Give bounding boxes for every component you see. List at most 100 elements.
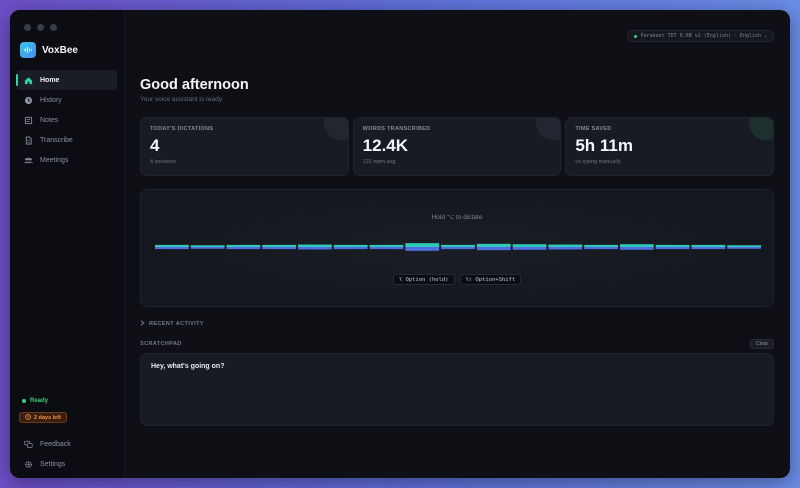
sidebar-bottom-nav: Feedback Settings	[16, 434, 117, 474]
status-text: Ready	[30, 398, 49, 404]
shortcut-toggle-key: ⌥⇧ Option+Shift	[459, 274, 522, 285]
feedback-icon	[24, 440, 33, 449]
wave-segment-top	[691, 244, 726, 247]
wave-segment-top	[298, 244, 332, 247]
wave-segment-bottom	[298, 247, 332, 250]
wave-segment-top	[548, 244, 583, 247]
wave-segment-bottom	[226, 247, 261, 250]
app-name: VoxBee	[42, 44, 78, 56]
model-selector[interactable]: Parakeet TDT 0.6B v2 (English) · English…	[626, 30, 774, 42]
sidebar-item-history[interactable]: History	[16, 90, 117, 110]
stat-card-time-saved: TIME SAVED 5h 11m vs typing manually	[565, 117, 775, 176]
trial-badge[interactable]: 2 days left	[19, 412, 67, 423]
clock-icon	[25, 413, 31, 422]
wave-segment-top	[369, 244, 404, 247]
sidebar-item-label: Settings	[40, 460, 66, 468]
close-window-button[interactable]	[24, 24, 31, 31]
stat-sub: 4 sessions	[150, 159, 176, 165]
wave-segment-top	[441, 244, 475, 247]
page-subtitle: Your voice assistant is ready	[140, 96, 223, 103]
wave-segment-bottom	[333, 247, 368, 250]
wave-segment-bottom	[655, 247, 690, 250]
wave-segment-bottom	[441, 247, 475, 250]
notes-icon	[24, 116, 33, 125]
recent-activity-toggle[interactable]: RECENT ACTIVITY	[140, 320, 204, 328]
stat-label: WORDS TRANSCRIBED	[362, 126, 431, 132]
people-icon	[24, 156, 33, 165]
wave-segment-top	[262, 244, 297, 247]
sidebar-item-label: Transcribe	[40, 136, 73, 144]
scratchpad-label: SCRATCHPAD	[140, 341, 182, 347]
wave-segment-top	[619, 244, 654, 247]
stat-card-dictations: TODAY'S DICTATIONS 4 4 sessions	[140, 117, 349, 176]
zoom-window-button[interactable]	[50, 24, 57, 31]
wave-segment-top	[655, 244, 690, 247]
sidebar-item-label: Feedback	[40, 440, 71, 448]
wave-segment-top	[155, 244, 189, 247]
wave-segment-top	[727, 245, 761, 247]
sidebar-item-meetings[interactable]: Meetings	[16, 150, 117, 170]
stat-value: 5h 11m	[575, 136, 633, 155]
wave-segment-bottom	[727, 247, 761, 249]
sidebar-item-feedback[interactable]: Feedback	[16, 434, 117, 454]
wave-segment-bottom	[476, 247, 511, 251]
trial-text: 2 days left	[34, 414, 61, 421]
wave-segment-bottom	[155, 247, 189, 250]
sidebar-nav: Home History Notes Transcribe	[16, 70, 117, 170]
wave-segment-top	[512, 244, 547, 247]
status-dot-icon	[22, 399, 26, 403]
wave-segment-bottom	[691, 247, 726, 250]
sidebar-item-label: Notes	[40, 116, 59, 124]
wave-segment-bottom	[619, 247, 654, 250]
chevron-right-icon	[140, 320, 145, 328]
wave-segment-top	[333, 244, 368, 247]
stat-card-words: WORDS TRANSCRIBED 12.4K 131 wpm avg	[352, 117, 562, 176]
wave-segment-bottom	[369, 247, 404, 250]
dictation-panel[interactable]: Hold ⌥ to dictate ⌥ Option (hold) ⌥⇧ Opt…	[140, 189, 774, 307]
wave-segment-top	[584, 244, 618, 247]
window-controls	[24, 24, 57, 31]
stat-value: 4	[150, 136, 160, 155]
document-icon	[24, 135, 33, 145]
gear-icon	[24, 460, 33, 469]
model-selector-label: Parakeet TDT 0.6B v2 (English) · English…	[640, 33, 767, 39]
app-window: VoxBee Home History Notes	[10, 10, 790, 478]
dictation-hint: Hold ⌥ to dictate	[431, 214, 483, 221]
recent-activity-label: RECENT ACTIVITY	[149, 321, 204, 327]
sidebar-item-transcribe[interactable]: Transcribe	[16, 130, 117, 150]
stat-label: TODAY'S DICTATIONS	[150, 126, 214, 132]
stat-sub: vs typing manually	[575, 159, 621, 165]
wave-segment-bottom	[190, 247, 225, 249]
main-content: Parakeet TDT 0.6B v2 (English) · English…	[126, 10, 790, 478]
wave-segment-top	[476, 243, 511, 247]
sidebar: VoxBee Home History Notes	[10, 10, 125, 478]
scratchpad-textarea[interactable]: Hey, what's going on?	[140, 353, 774, 426]
stat-sub: 131 wpm avg	[362, 159, 396, 165]
model-status-dot-icon	[633, 34, 637, 38]
sidebar-item-home[interactable]: Home	[16, 70, 117, 90]
shortcut-hold-key: ⌥ Option (hold)	[392, 274, 455, 285]
wave-segment-bottom	[262, 247, 297, 250]
sidebar-item-settings[interactable]: Settings	[16, 454, 117, 474]
stat-label: TIME SAVED	[575, 126, 612, 132]
audio-waveform	[155, 243, 761, 251]
app-logo-icon	[20, 42, 36, 58]
sidebar-item-notes[interactable]: Notes	[16, 110, 117, 130]
minimize-window-button[interactable]	[37, 24, 44, 31]
sidebar-item-label: History	[40, 96, 62, 104]
stats-row: TODAY'S DICTATIONS 4 4 sessions WORDS TR…	[140, 117, 775, 176]
wave-segment-bottom	[512, 247, 547, 250]
stat-value: 12.4K	[362, 136, 409, 155]
wave-segment-top	[226, 244, 261, 247]
wave-segment-bottom	[405, 247, 440, 251]
brand: VoxBee	[20, 42, 78, 58]
history-icon	[24, 96, 33, 105]
wave-segment-top	[405, 243, 440, 247]
status-indicator: Ready	[22, 398, 48, 404]
clear-button[interactable]: Clear	[750, 339, 774, 349]
page-title: Good afternoon	[140, 77, 249, 93]
home-icon	[24, 76, 33, 85]
shortcut-hints: ⌥ Option (hold) ⌥⇧ Option+Shift	[141, 274, 773, 285]
sidebar-item-label: Home	[40, 76, 60, 84]
wave-segment-bottom	[584, 247, 618, 250]
